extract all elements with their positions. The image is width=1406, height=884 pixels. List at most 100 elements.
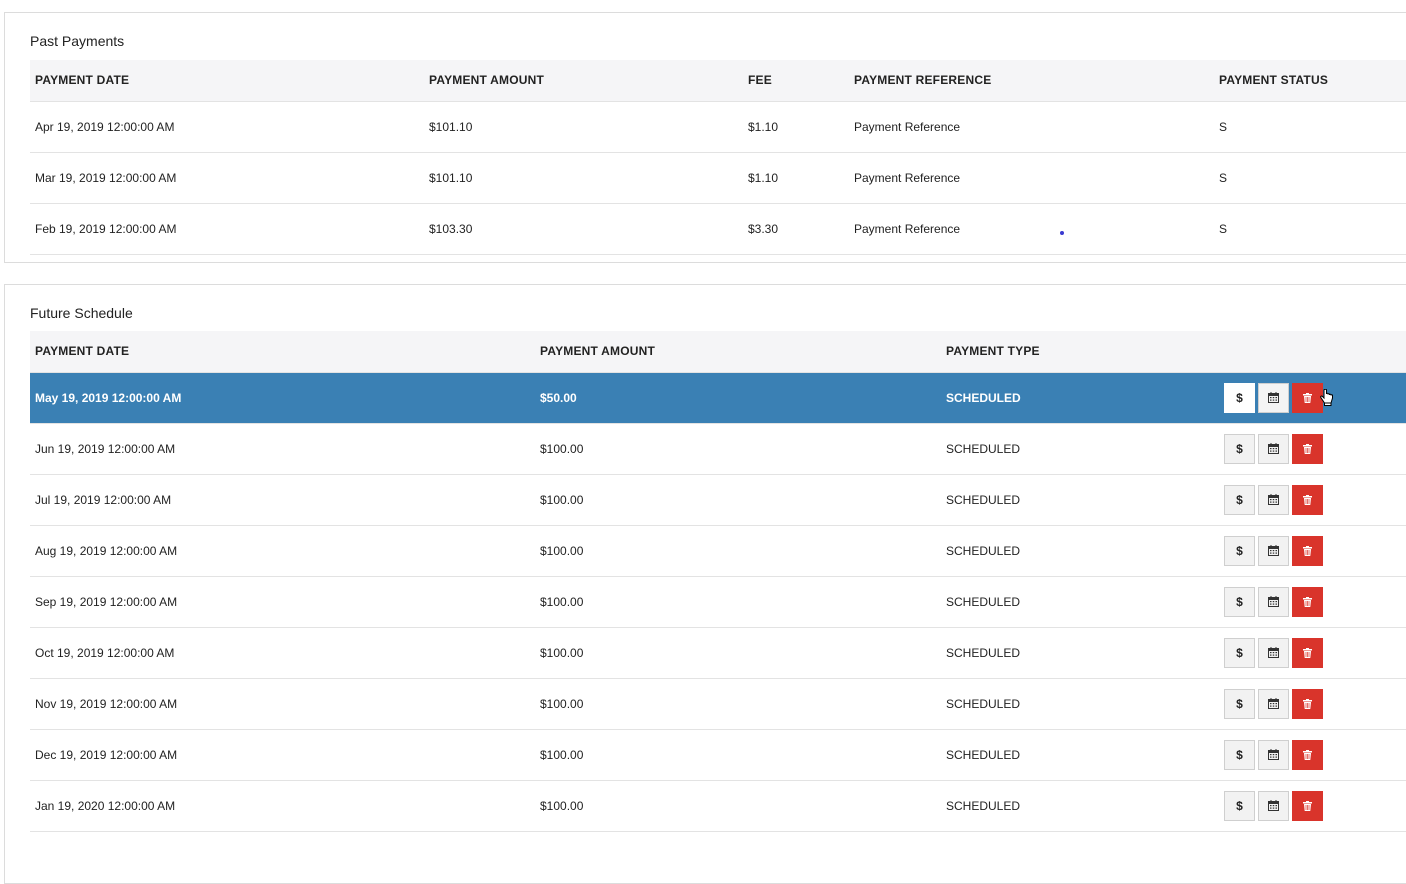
payment-type-cell: SCHEDULED [946,594,1021,609]
row-actions: $ [1224,627,1406,678]
table-row[interactable]: Jun 19, 2019 12:00:00 AM $100.00 SCHEDULED… [30,423,1406,474]
column-header-payment-date[interactable]: PAYMENT DATE [35,344,130,359]
payment-amount-cell: $100.00 [540,492,584,507]
make-payment-button[interactable]: $ [1224,433,1255,464]
delete-button[interactable] [1292,739,1323,770]
row-actions: $ [1224,678,1406,729]
column-header-payment-type[interactable]: PAYMENT TYPE [946,344,1040,359]
row-action-buttons: $ [1224,382,1406,413]
payment-date-cell: Jun 19, 2019 12:00:00 AM [35,441,176,456]
make-payment-button[interactable]: $ [1224,637,1255,668]
reschedule-button[interactable] [1258,535,1289,566]
fee-cell: $1.10 [748,170,779,185]
payment-reference-cell: Payment Reference [854,170,961,185]
reschedule-button[interactable] [1258,637,1289,668]
trash-icon [1303,545,1312,556]
column-header-actions [1261,331,1406,372]
dollar-icon: $ [1236,441,1243,456]
dollar-icon: $ [1236,696,1243,711]
delete-button[interactable] [1292,790,1323,821]
delete-button[interactable] [1292,382,1323,413]
row-actions: $ [1224,780,1406,831]
make-payment-button[interactable]: $ [1224,382,1255,413]
row-action-buttons: $ [1224,688,1406,719]
column-header-payment-amount[interactable]: PAYMENT AMOUNT [540,344,656,359]
delete-button[interactable] [1292,535,1323,566]
dollar-icon: $ [1236,594,1243,609]
calendar-icon [1268,698,1279,709]
make-payment-button[interactable]: $ [1224,484,1255,515]
reschedule-button[interactable] [1258,739,1289,770]
column-header-payment-status[interactable]: PAYMENT STATUS [1219,73,1329,88]
payment-type-cell: SCHEDULED [946,441,1021,456]
table-row[interactable]: Mar 19, 2019 12:00:00 AM $101.10 $1.10 Paym… [30,152,1406,203]
calendar-icon [1268,545,1279,556]
payment-amount-cell: $100.00 [540,594,584,609]
row-action-buttons: $ [1224,739,1406,770]
reschedule-button[interactable] [1258,433,1289,464]
delete-button[interactable] [1292,637,1323,668]
past-payments-title: Past Payments [30,33,125,49]
table-row[interactable]: Oct 19, 2019 12:00:00 AM $100.00 SCHEDULED… [30,627,1406,678]
delete-button[interactable] [1292,433,1323,464]
make-payment-button[interactable]: $ [1224,586,1255,617]
delete-button[interactable] [1292,586,1323,617]
make-payment-button[interactable]: $ [1224,790,1255,821]
payment-date-cell: Mar 19, 2019 12:00:00 AM [35,170,177,185]
reschedule-button[interactable] [1258,790,1289,821]
reschedule-button[interactable] [1258,484,1289,515]
table-row[interactable]: Jul 19, 2019 12:00:00 AM $100.00 SCHEDULED… [30,474,1406,525]
payment-type-cell: SCHEDULED [946,798,1021,813]
trash-icon [1303,392,1312,403]
payment-date-cell: Aug 19, 2019 12:00:00 AM [35,543,178,558]
reschedule-button[interactable] [1258,382,1289,413]
reschedule-button[interactable] [1258,586,1289,617]
dollar-icon: $ [1236,798,1243,813]
calendar-icon [1268,749,1279,760]
table-header-row: PAYMENT DATE PAYMENT AMOUNT PAYMENT TYPE [30,331,1406,372]
trash-icon [1303,596,1312,607]
make-payment-button[interactable]: $ [1224,535,1255,566]
trash-icon [1303,749,1312,760]
table-row[interactable]: Dec 19, 2019 12:00:00 AM $100.00 SCHEDULED… [30,729,1406,780]
payment-date-cell: Jan 19, 2020 12:00:00 AM [35,798,176,813]
calendar-icon [1268,800,1279,811]
past-payments-panel: Past Payments PAYMENT DATE PAYMENT AMOUN… [4,12,1406,263]
reschedule-button[interactable] [1258,688,1289,719]
payment-status-cell: S [1219,221,1228,236]
payment-amount-cell: $100.00 [540,543,584,558]
calendar-icon [1268,647,1279,658]
row-action-buttons: $ [1224,433,1406,464]
calendar-icon [1268,392,1279,403]
row-actions: $ [1224,576,1406,627]
make-payment-button[interactable]: $ [1224,688,1255,719]
past-payments-table: PAYMENT DATE PAYMENT AMOUNT FEE PAYMENT … [30,60,1406,255]
calendar-icon [1268,494,1279,505]
payment-date-cell: Jul 19, 2019 12:00:00 AM [35,492,172,507]
table-row-selected[interactable]: May 19, 2019 12:00:00 AM $50.00 SCHEDULED $ [30,372,1406,423]
make-payment-button[interactable]: $ [1224,739,1255,770]
table-row[interactable]: Apr 19, 2019 12:00:00 AM $101.10 $1.10 Paym… [30,101,1406,152]
dollar-icon: $ [1236,747,1243,762]
column-header-payment-reference[interactable]: PAYMENT REFERENCE [854,73,992,88]
table-row[interactable]: Feb 19, 2019 12:00:00 AM $103.30 $3.30 Paym… [30,203,1406,254]
payment-amount-cell: $100.00 [540,798,584,813]
row-actions: $ [1224,372,1406,423]
payment-amount-cell: $100.00 [540,696,584,711]
payment-type-cell: SCHEDULED [946,390,1021,405]
table-row[interactable]: Sep 19, 2019 12:00:00 AM $100.00 SCHEDULED… [30,576,1406,627]
payment-amount-cell: $100.00 [540,441,584,456]
fee-cell: $1.10 [748,119,779,134]
dollar-icon: $ [1236,492,1243,507]
column-header-fee[interactable]: FEE [748,73,772,88]
table-row[interactable]: Jan 19, 2020 12:00:00 AM $100.00 SCHEDULED… [30,780,1406,831]
table-row[interactable]: Nov 19, 2019 12:00:00 AM $100.00 SCHEDULED… [30,678,1406,729]
column-header-payment-amount[interactable]: PAYMENT AMOUNT [429,73,545,88]
delete-button[interactable] [1292,484,1323,515]
dollar-icon: $ [1236,390,1243,405]
dollar-icon: $ [1236,543,1243,558]
column-header-payment-date[interactable]: PAYMENT DATE [35,73,130,88]
table-row[interactable]: Aug 19, 2019 12:00:00 AM $100.00 SCHEDULED… [30,525,1406,576]
delete-button[interactable] [1292,688,1323,719]
cursor-dot [1060,231,1064,235]
